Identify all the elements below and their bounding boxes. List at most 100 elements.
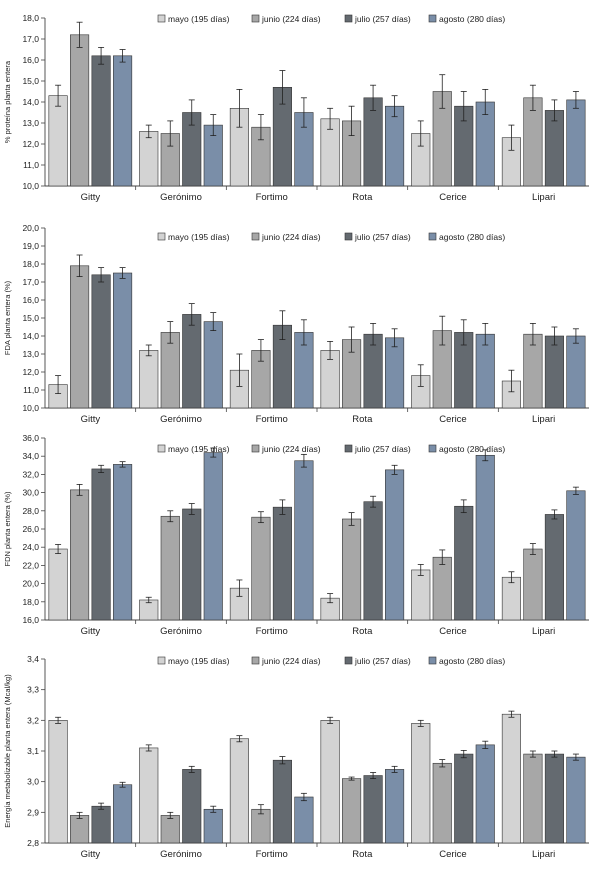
y-tick-label: 3,1: [27, 746, 39, 756]
x-tick-label: Fortimo: [256, 849, 288, 860]
bar: [385, 337, 405, 409]
legend-swatch: [428, 444, 437, 453]
bar: [182, 769, 202, 844]
legend-label: mayo (195 días): [168, 14, 230, 24]
x-tick-label: Cerice: [439, 192, 466, 203]
bar: [411, 569, 431, 621]
bar: [139, 747, 159, 844]
bar: [294, 460, 314, 621]
bar: [229, 738, 249, 844]
legend-label: agosto (280 días): [439, 444, 505, 454]
y-tick-label: 3,0: [27, 777, 39, 787]
legend-swatch: [157, 232, 166, 241]
bar: [363, 775, 383, 844]
legend-label: junio (224 días): [261, 656, 321, 666]
legend-label: julio (257 días): [354, 656, 411, 666]
bar: [113, 784, 133, 844]
protein-chart: 10,0 11,0 12,0 13,0 14,0 15,0 16,0 17,0 18,0 % pr…: [3, 13, 589, 203]
x-tick-label: Cerice: [439, 414, 466, 425]
y-tick-label: 18,0: [22, 259, 39, 269]
legend-swatch: [344, 232, 353, 241]
legend-label: junio (224 días): [261, 232, 321, 242]
bar: [251, 808, 271, 844]
legend-swatch: [157, 14, 166, 23]
bar: [70, 815, 90, 844]
x-tick-label: Gerónimo: [160, 414, 202, 425]
bar: [342, 518, 362, 621]
bar: [544, 514, 564, 621]
y-axis-label: Energía metabolizable planta entera (Mca…: [3, 674, 12, 828]
y-tick-label: 18,0: [22, 13, 39, 23]
bar: [363, 97, 383, 187]
y-axis-label: FDA planta entera (%): [3, 280, 12, 355]
bar: [523, 753, 543, 844]
y-tick-label: 24,0: [22, 542, 39, 552]
legend-label: mayo (195 días): [168, 444, 230, 454]
bar: [320, 720, 340, 844]
y-tick-label: 17,0: [22, 277, 39, 287]
legend-swatch: [251, 656, 260, 665]
legend-label: junio (224 días): [261, 14, 321, 24]
bar: [501, 713, 521, 844]
bar: [411, 723, 431, 844]
x-tick-label: Cerice: [439, 849, 466, 860]
y-tick-label: 12,0: [22, 367, 39, 377]
bar: [432, 556, 452, 621]
legend-swatch: [344, 14, 353, 23]
y-tick-label: 36,0: [22, 433, 39, 443]
x-tick-label: Gerónimo: [160, 626, 202, 637]
y-tick-label: 11,0: [23, 160, 39, 170]
bar: [182, 314, 202, 409]
bar: [91, 55, 111, 187]
legend-swatch: [251, 14, 260, 23]
legend-label: agosto (280 días): [439, 232, 505, 242]
bar: [160, 332, 180, 409]
bar: [182, 508, 202, 621]
x-tick-label: Lipari: [532, 192, 555, 203]
y-tick-label: 10,0: [22, 403, 39, 413]
legend-label: junio (224 días): [261, 444, 321, 454]
bar: [523, 548, 543, 621]
y-tick-label: 2,8: [27, 838, 39, 848]
y-tick-label: 14,0: [22, 331, 39, 341]
y-tick-label: 18,0: [22, 597, 39, 607]
x-tick-label: Gitty: [81, 626, 101, 637]
y-tick-label: 3,3: [27, 685, 39, 695]
bar: [544, 335, 564, 409]
y-tick-label: 32,0: [22, 469, 39, 479]
x-tick-label: Fortimo: [256, 626, 288, 637]
y-tick-label: 3,2: [27, 715, 39, 725]
bar: [294, 796, 314, 844]
legend-swatch: [344, 656, 353, 665]
bar: [160, 815, 180, 844]
y-tick-label: 13,0: [22, 118, 39, 128]
bar: [475, 454, 495, 621]
bar: [566, 335, 586, 409]
bar: [48, 95, 68, 187]
legend-swatch: [428, 14, 437, 23]
legend-swatch: [157, 444, 166, 453]
bar: [113, 272, 133, 409]
x-tick-label: Rota: [352, 849, 373, 860]
y-tick-label: 10,0: [22, 181, 39, 191]
legend-swatch: [157, 656, 166, 665]
x-tick-label: Rota: [352, 192, 373, 203]
x-tick-label: Gerónimo: [160, 192, 202, 203]
bar: [91, 805, 111, 844]
bar: [203, 808, 223, 844]
bar: [454, 753, 474, 844]
y-tick-label: 14,0: [22, 97, 39, 107]
legend-label: mayo (195 días): [168, 232, 230, 242]
bar: [48, 720, 68, 844]
y-tick-label: 12,0: [22, 139, 39, 149]
y-tick-label: 16,0: [22, 295, 39, 305]
bar: [70, 265, 90, 409]
y-tick-label: 20,0: [22, 579, 39, 589]
bar: [342, 778, 362, 844]
bar: [523, 97, 543, 187]
bar: [203, 321, 223, 409]
legend-label: mayo (195 días): [168, 656, 230, 666]
bar: [91, 468, 111, 621]
y-tick-label: 34,0: [22, 451, 39, 461]
bar: [475, 744, 495, 844]
